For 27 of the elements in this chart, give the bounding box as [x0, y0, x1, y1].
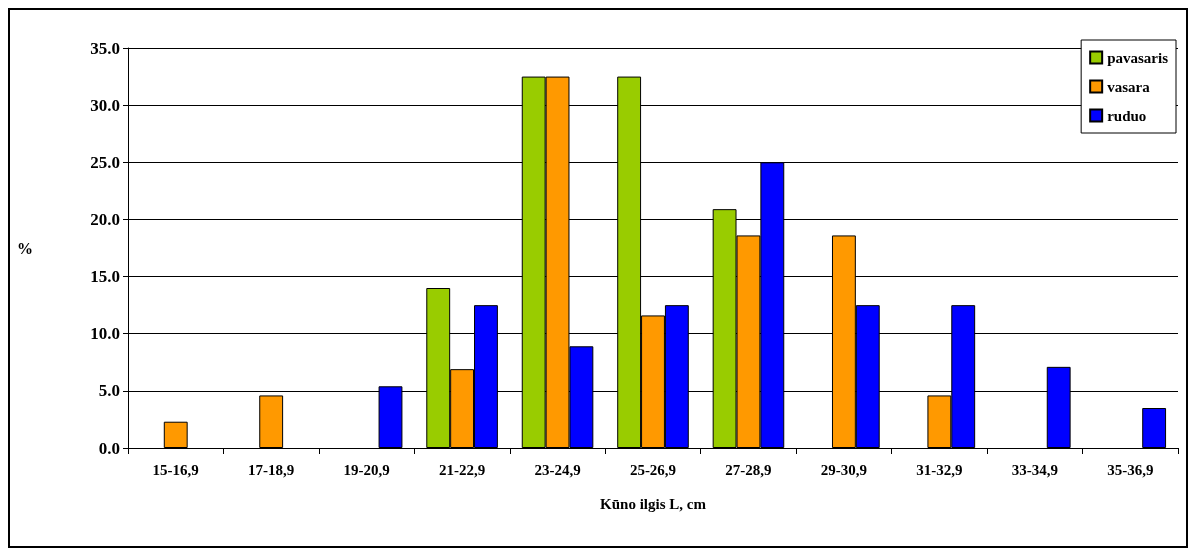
y-axis-title: %: [17, 239, 33, 257]
y-tick-label: 20.0: [90, 209, 120, 229]
y-tick-label: 15.0: [90, 267, 120, 287]
y-tick-label: 35.0: [90, 38, 120, 58]
x-tick-label: 17-18,9: [248, 461, 295, 478]
x-tick-label: 21-22,9: [438, 461, 486, 478]
x-tick-label: 25-26,9: [629, 461, 677, 478]
x-tick-label: 29-30,9: [820, 461, 868, 478]
x-tick-label: 27-28,9: [725, 461, 772, 478]
bar: [1142, 408, 1167, 448]
y-tick-label: 0.0: [98, 438, 120, 458]
x-tick-label: 19-20,9: [343, 461, 390, 478]
legend-label: ruduo: [1107, 107, 1147, 124]
y-tick-label: 30.0: [90, 95, 120, 115]
x-axis-title: Kūno ilgis L, cm: [600, 495, 707, 512]
y-tick-label: 5.0: [98, 381, 120, 401]
y-tick-label: 25.0: [90, 152, 120, 172]
x-tick-label: 33-34,9: [1011, 461, 1058, 478]
x-tick-label: 15-16,9: [152, 461, 199, 478]
legend-label: pavasaris: [1107, 49, 1169, 66]
legend-label: vasara: [1107, 78, 1151, 95]
x-tick-label: 31-32,9: [916, 461, 963, 478]
y-tick-label: 10.0: [90, 324, 120, 344]
x-tick-label: 23-24,9: [534, 461, 581, 478]
bar: [259, 395, 284, 448]
bar: [163, 421, 188, 448]
x-tick-label: 35-36,9: [1107, 461, 1154, 478]
